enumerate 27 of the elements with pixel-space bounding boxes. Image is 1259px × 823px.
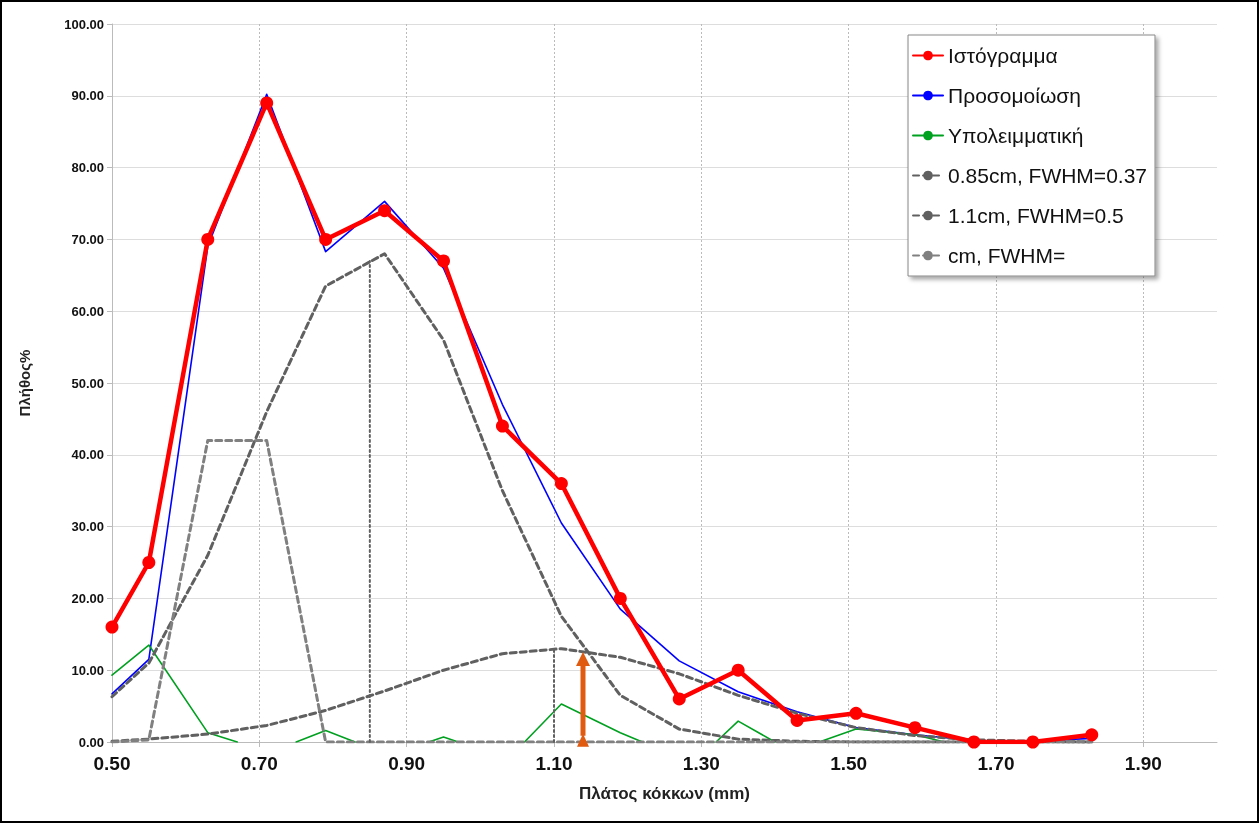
legend-label: 0.85cm, FWHM=0.37	[948, 164, 1148, 187]
y-tick-label: 20.00	[71, 590, 104, 606]
y-tick-label: 60.00	[71, 303, 104, 319]
x-tick-label: 0.70	[240, 753, 278, 774]
x-axis-title: Πλάτος κόκκων (mm)	[579, 784, 750, 803]
y-tick-label: 30.00	[71, 519, 104, 535]
x-tick-label: 1.90	[1124, 753, 1162, 774]
y-axis-title: Πλήθος%	[16, 349, 33, 417]
legend-label: Ιστόγραμμα	[948, 44, 1058, 67]
y-tick-label: 80.00	[71, 160, 104, 176]
y-tick-label: 70.00	[71, 231, 104, 247]
y-tick-label: 90.00	[71, 88, 104, 104]
x-tick-label: 0.90	[388, 753, 426, 774]
legend-label: 1.1cm, FWHM=0.5	[948, 204, 1124, 227]
y-tick-label: 50.00	[71, 375, 104, 391]
y-tick-label: 10.00	[71, 662, 104, 678]
x-tick-label: 1.10	[535, 753, 573, 774]
legend-label: cm, FWHM=	[948, 244, 1066, 267]
x-tick-label: 1.50	[830, 753, 868, 774]
y-tick-label: 100.00	[64, 16, 104, 32]
x-tick-label: 0.50	[93, 753, 131, 774]
x-tick-label: 1.70	[977, 753, 1015, 774]
x-tick-label: 1.30	[682, 753, 720, 774]
legend-label: Προσομοίωση	[948, 84, 1081, 107]
y-tick-label: 0.00	[78, 734, 104, 750]
legend-label: Υπολειμματική	[948, 124, 1084, 147]
y-tick-label: 40.00	[71, 447, 104, 463]
